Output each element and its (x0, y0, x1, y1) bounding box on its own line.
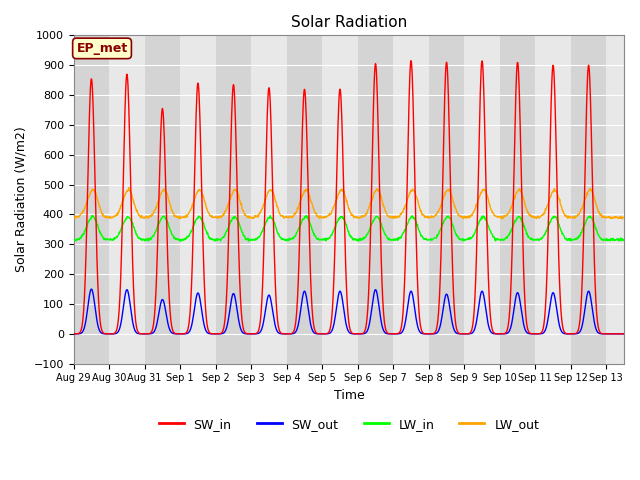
Bar (145, 36, 180, 364)
Bar (323, 36, 358, 364)
Title: Solar Radiation: Solar Radiation (291, 15, 407, 30)
Text: EP_met: EP_met (76, 42, 127, 55)
Legend: SW_in, SW_out, LW_in, LW_out: SW_in, SW_out, LW_in, LW_out (154, 413, 544, 436)
Y-axis label: Solar Radiation (W/m2): Solar Radiation (W/m2) (15, 127, 28, 272)
Bar (606, 36, 640, 364)
Bar (571, 36, 606, 364)
Bar (358, 36, 394, 364)
Bar (109, 36, 145, 364)
Bar (74, 36, 109, 364)
Bar (180, 36, 216, 364)
Bar (216, 36, 252, 364)
Bar (252, 36, 287, 364)
Bar (535, 36, 571, 364)
Bar (429, 36, 464, 364)
Bar (500, 36, 535, 364)
X-axis label: Time: Time (333, 389, 364, 402)
Bar (287, 36, 323, 364)
Bar (464, 36, 500, 364)
Bar (394, 36, 429, 364)
